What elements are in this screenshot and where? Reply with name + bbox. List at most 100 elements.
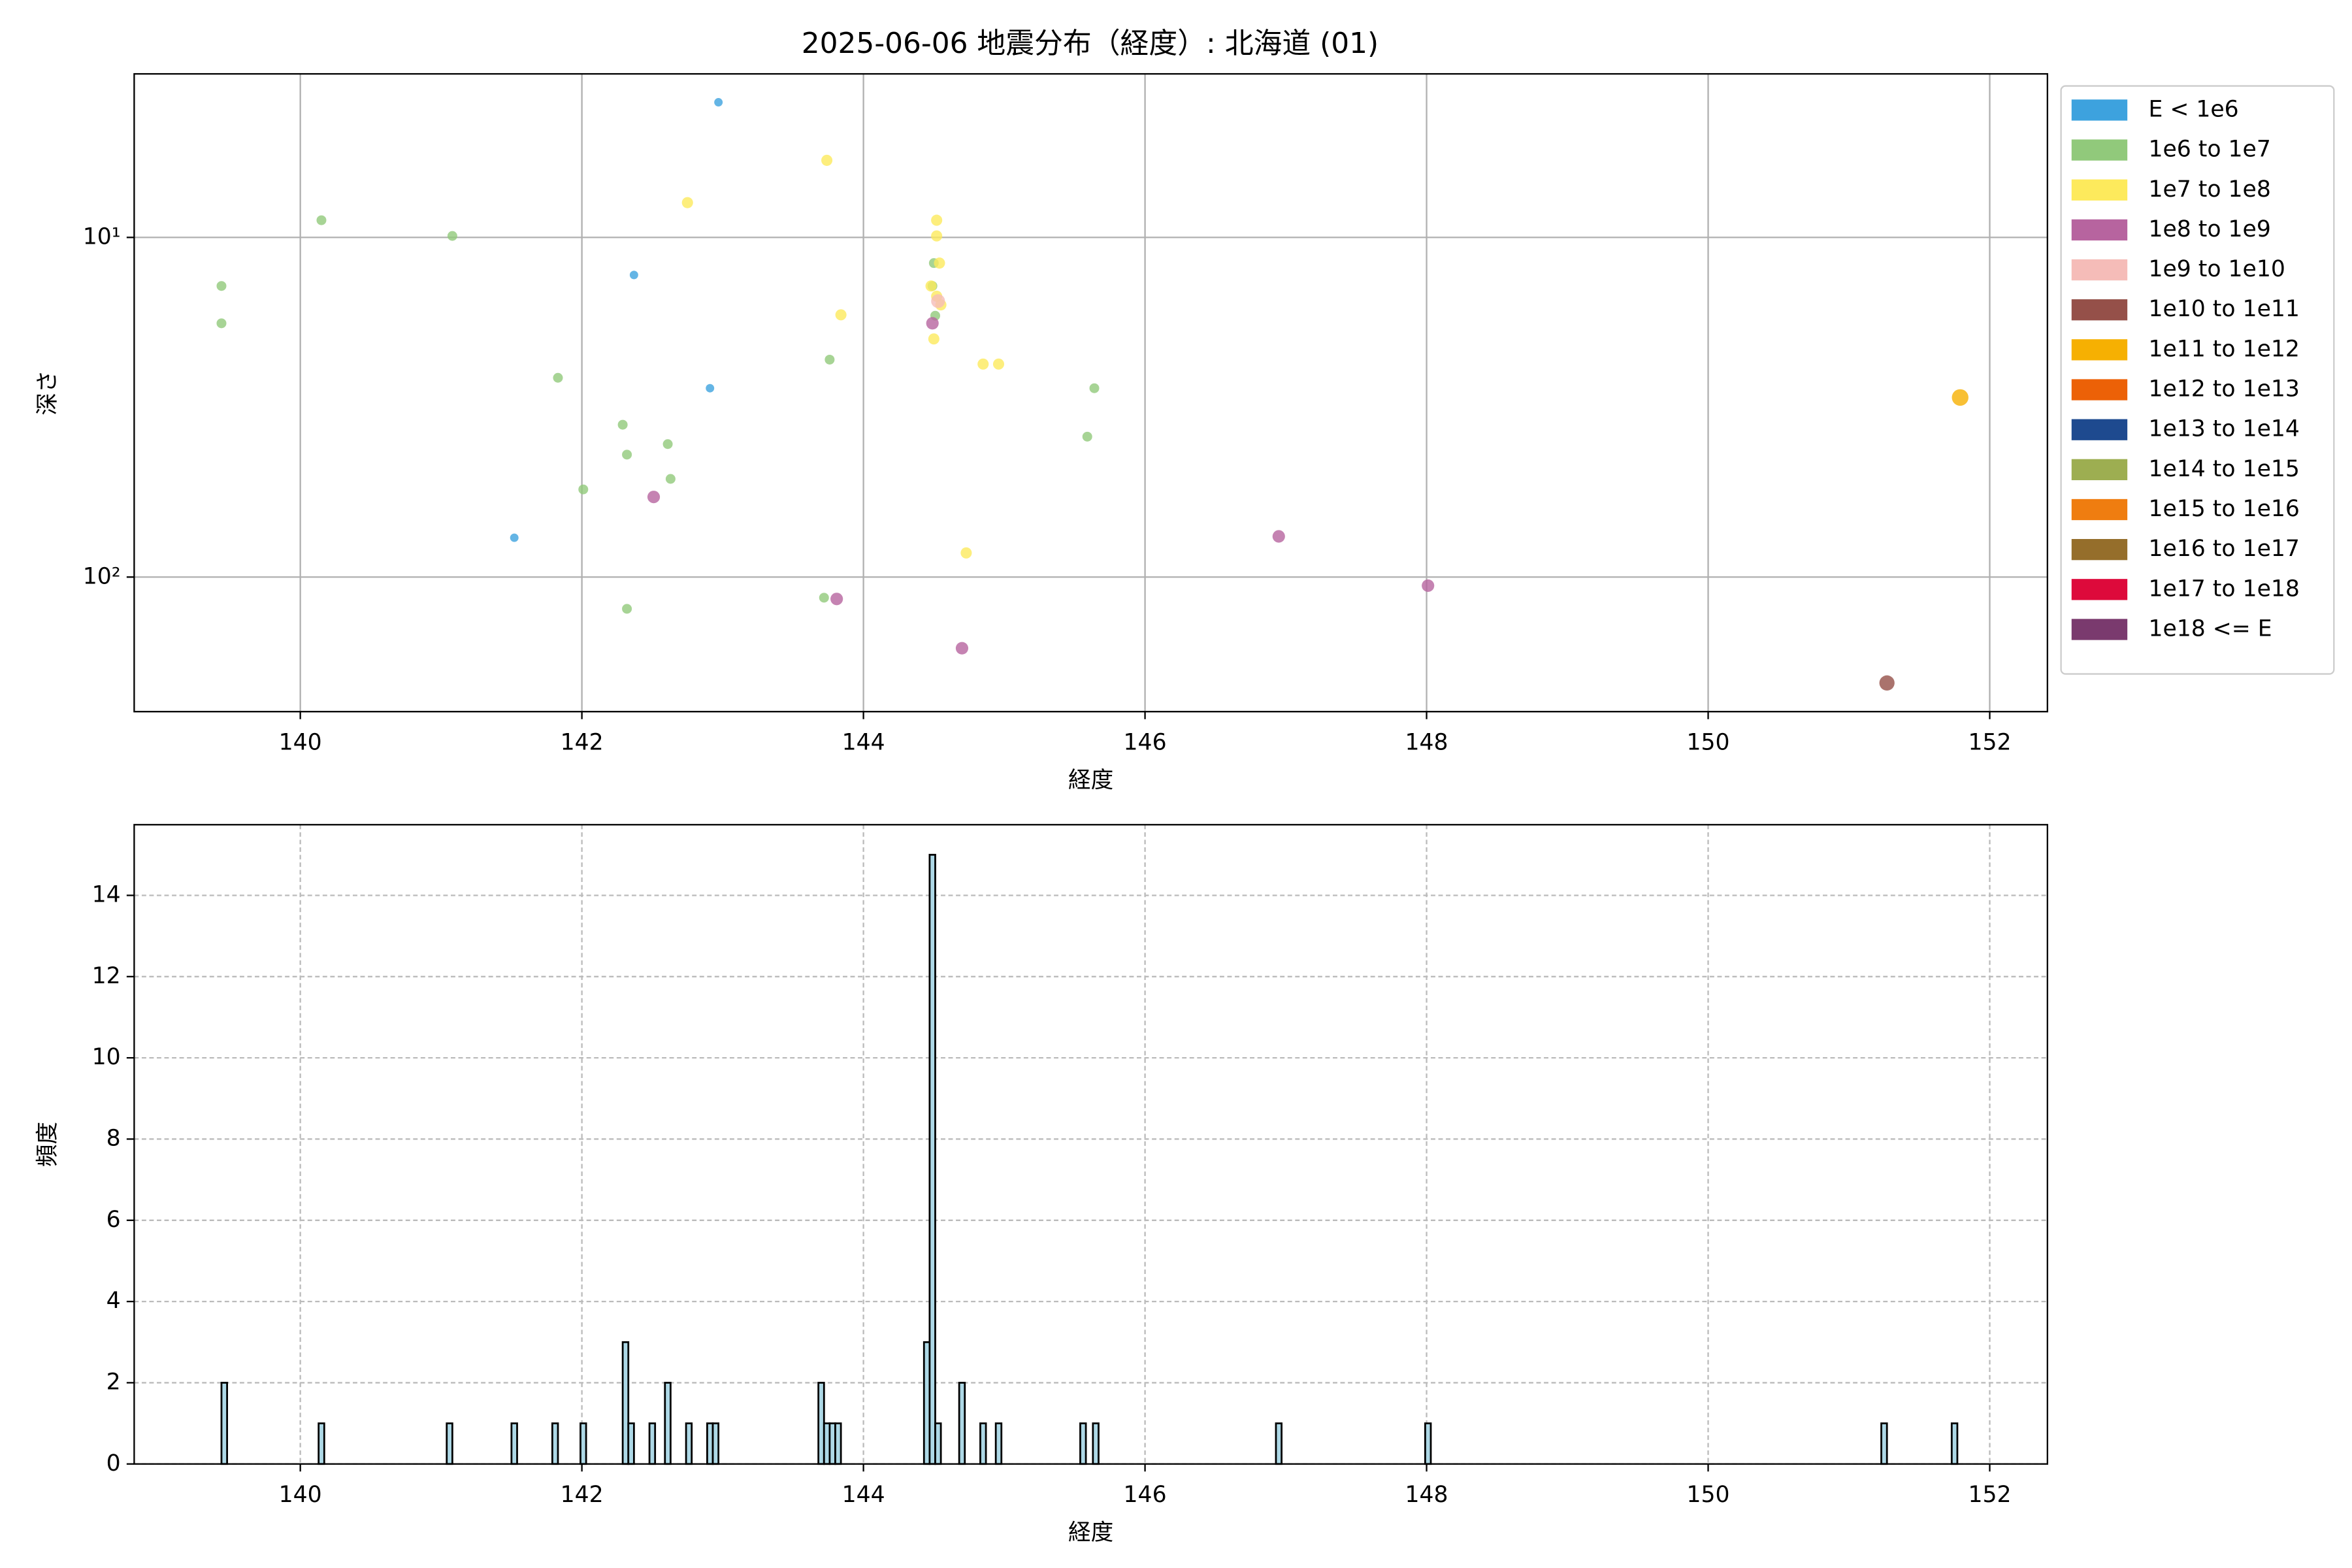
histogram-bar — [220, 1382, 228, 1465]
scatter-point — [821, 154, 833, 166]
legend-swatch — [2071, 379, 2128, 400]
legend-swatch — [2071, 139, 2128, 161]
x-axis-label: 経度 — [1068, 767, 1113, 793]
x-tick-label: 150 — [1686, 1482, 1729, 1508]
scatter-point — [681, 197, 693, 208]
scatter-point — [955, 642, 969, 655]
y-tick-label: 10¹ — [83, 223, 121, 250]
x-axis-label: 経度 — [1068, 1520, 1113, 1546]
legend-swatch — [2071, 619, 2128, 640]
x-tick-label: 146 — [1124, 730, 1167, 756]
x-tick-label: 144 — [842, 1482, 885, 1508]
scatter-point — [977, 358, 989, 370]
y-tick-label: 8 — [106, 1125, 121, 1151]
scatter-point — [931, 294, 945, 308]
y-tick-label: 2 — [106, 1369, 121, 1395]
legend-swatch — [2071, 579, 2128, 600]
plot-frame — [133, 73, 2048, 713]
x-tick-label: 150 — [1686, 730, 1729, 756]
scatter-point — [830, 593, 843, 606]
scatter-point — [714, 98, 723, 106]
scatter-point — [578, 484, 589, 495]
y-tick-label: 0 — [106, 1450, 121, 1477]
x-tick-label: 152 — [1968, 730, 2011, 756]
y-tick-label: 10 — [92, 1044, 121, 1070]
histogram-bar — [1275, 1422, 1282, 1465]
legend-swatch — [2071, 259, 2128, 281]
histogram-bar — [446, 1422, 453, 1465]
legend-swatch — [2071, 498, 2128, 521]
legend-label: 1e6 to 1e7 — [2148, 137, 2270, 163]
plot-frame — [133, 824, 2048, 1465]
legend-swatch — [2071, 539, 2128, 561]
histogram-bar — [1424, 1422, 1432, 1465]
scatter-point — [825, 354, 835, 365]
scatter-point — [216, 281, 227, 291]
histogram-bar — [664, 1382, 672, 1465]
scatter-point — [931, 230, 943, 242]
scatter-point — [553, 372, 563, 383]
scatter-point — [819, 593, 829, 603]
legend-swatch — [2071, 99, 2128, 121]
histogram-bar — [510, 1422, 518, 1465]
histogram-bar — [685, 1422, 693, 1465]
x-tick-label: 146 — [1124, 1482, 1167, 1508]
scatter-point — [1422, 579, 1435, 592]
legend-label: 1e10 to 1e11 — [2148, 296, 2299, 322]
scatter-point — [706, 384, 715, 393]
legend-label: 1e9 to 1e10 — [2148, 256, 2285, 282]
legend-label: 1e17 to 1e18 — [2148, 576, 2299, 602]
histogram-bar — [1880, 1422, 1888, 1465]
scatter-point — [960, 547, 972, 559]
histogram-bar — [979, 1422, 987, 1465]
scatter-point — [622, 449, 632, 460]
histogram-bar — [711, 1422, 720, 1465]
legend-swatch — [2071, 219, 2128, 241]
legend-label: 1e7 to 1e8 — [2148, 176, 2270, 203]
x-tick-label: 140 — [279, 730, 322, 756]
x-tick-label: 140 — [279, 1482, 322, 1508]
scatter-point — [447, 231, 457, 241]
scatter-point — [928, 333, 939, 345]
scatter-point — [316, 215, 327, 225]
histogram-bar — [648, 1422, 657, 1465]
scatter-point — [835, 309, 847, 321]
y-tick-label: 6 — [106, 1207, 121, 1233]
legend-swatch — [2071, 459, 2128, 480]
y-tick-label: 12 — [92, 963, 121, 989]
scatter-point — [622, 604, 632, 614]
legend-label: E < 1e6 — [2148, 96, 2238, 122]
scatter-point — [629, 270, 638, 280]
x-tick-label: 148 — [1405, 730, 1448, 756]
legend-label: 1e14 to 1e15 — [2148, 456, 2299, 482]
legend-label: 1e8 to 1e9 — [2148, 216, 2270, 242]
scatter-point — [926, 317, 939, 330]
scatter-point — [1952, 389, 1968, 406]
legend-label: 1e15 to 1e16 — [2148, 496, 2299, 522]
legend-swatch — [2071, 179, 2128, 201]
x-tick-label: 144 — [842, 730, 885, 756]
scatter-point — [510, 533, 519, 542]
legend-label: 1e18 <= E — [2148, 615, 2272, 642]
histogram-bar — [994, 1422, 1003, 1465]
histogram-bar — [627, 1422, 635, 1465]
histogram-bar — [958, 1382, 966, 1465]
legend-swatch — [2071, 339, 2128, 361]
x-tick-label: 152 — [1968, 1482, 2011, 1508]
scatter-point — [216, 318, 227, 329]
legend-label: 1e12 to 1e13 — [2148, 376, 2299, 402]
y-axis-label: 深さ — [35, 370, 61, 416]
y-axis-label: 頻度 — [35, 1122, 61, 1167]
scatter-point — [1082, 431, 1092, 442]
x-tick-label: 148 — [1405, 1482, 1448, 1508]
legend: E < 1e6 1e6 to 1e7 1e7 to 1e8 1e8 to 1e9 1e9… — [2060, 85, 2335, 675]
histogram-bar — [1079, 1422, 1087, 1465]
scatter-point — [1089, 383, 1100, 393]
scatter-point — [662, 439, 673, 449]
scatter-point — [617, 419, 628, 430]
x-tick-label: 142 — [561, 730, 604, 756]
legend-label: 1e13 to 1e14 — [2148, 416, 2299, 442]
scatter-point — [992, 358, 1005, 370]
histogram-bar — [580, 1422, 587, 1465]
